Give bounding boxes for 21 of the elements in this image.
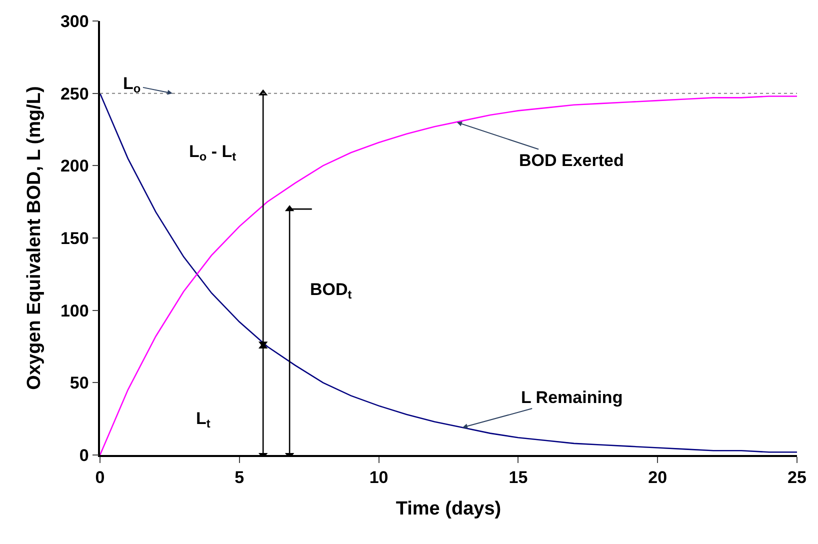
y-axis-title: Oxygen Equivalent BOD, L (mg/L)	[24, 86, 45, 390]
x-tick-label: 20	[648, 468, 668, 488]
annotation: L$_{o}$	[123, 74, 141, 96]
x-tick-label: 25	[788, 468, 806, 488]
y-tick-label: 300	[60, 12, 89, 31]
y-tick-label: 150	[60, 228, 89, 248]
annotation: L Remaining	[521, 388, 623, 407]
annotation: L$_{o}$ - L$_{t}$	[189, 142, 236, 164]
y-tick-label: 50	[70, 374, 89, 393]
y-tick-label: 0	[79, 446, 89, 465]
x-tick-label: 0	[95, 468, 105, 488]
annotation: L$_{t}$	[196, 409, 210, 431]
y-tick-label: 250	[60, 84, 89, 104]
x-tick-label: 15	[508, 468, 528, 488]
y-tick-label: 100	[60, 301, 89, 320]
annotation: BOD Exerted	[519, 151, 624, 170]
x-tick-label: 10	[369, 468, 388, 488]
y-tick-label: 200	[60, 156, 89, 176]
x-axis-title: Time (days)	[396, 498, 502, 520]
annotation: BOD$_{t}$	[310, 280, 352, 302]
x-tick-label: 5	[234, 468, 244, 488]
